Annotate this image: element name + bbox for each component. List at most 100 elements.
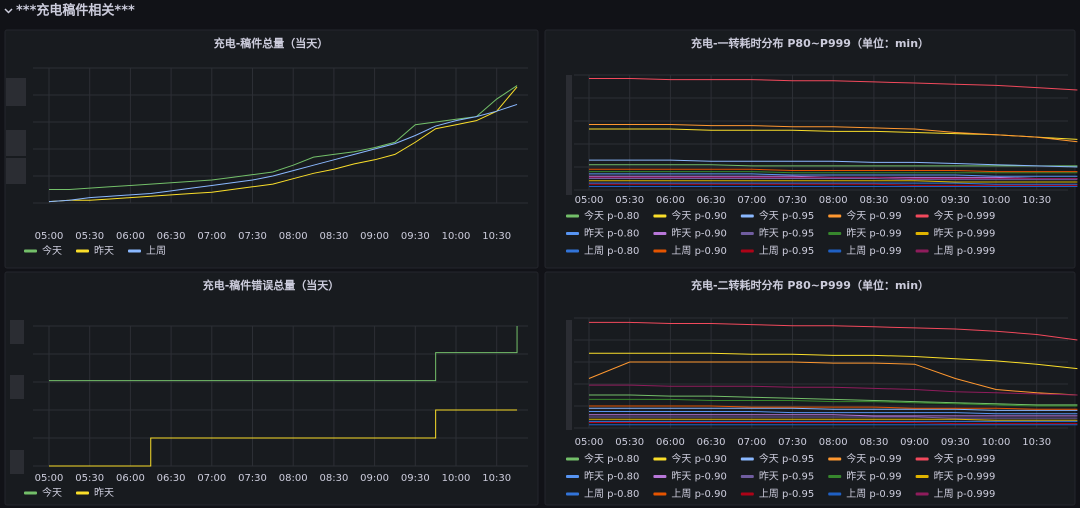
legend-swatch — [24, 249, 37, 253]
x-tick-label: 10:30 — [1022, 195, 1051, 206]
legend-swatch — [828, 249, 842, 253]
x-tick-label: 06:00 — [656, 437, 685, 448]
legend-label: 上周 p-0.90 — [671, 488, 726, 500]
legend-label: 今天 p-0.95 — [759, 452, 814, 465]
legend-label: 昨天 p-0.90 — [671, 471, 726, 483]
x-tick-label: 07:00 — [737, 195, 766, 206]
series-line — [589, 352, 1078, 370]
legend-swatch — [653, 457, 667, 461]
legend-label: 今天 p-0.80 — [584, 452, 639, 465]
legend-label: 上周 p-0.999 — [934, 245, 996, 257]
legend-swatch — [566, 457, 579, 461]
series-line — [589, 178, 1078, 181]
x-tick-label: 08:30 — [319, 231, 348, 242]
legend-swatch — [76, 249, 89, 253]
legend-swatch — [828, 492, 842, 496]
x-tick-label: 06:00 — [116, 231, 145, 242]
x-tick-label: 10:00 — [442, 231, 471, 242]
legend-label: 今天 p-0.90 — [671, 209, 726, 222]
x-tick-label: 09:30 — [941, 437, 970, 448]
series-line — [48, 86, 518, 203]
legend-label: 今天 p-0.80 — [584, 209, 639, 222]
legend-label: 昨天 p-0.999 — [934, 228, 996, 240]
legend-swatch — [828, 475, 842, 478]
legend-swatch — [915, 214, 929, 218]
x-tick-label: 09:30 — [941, 195, 970, 206]
x-tick-label: 08:30 — [859, 195, 888, 206]
series-line — [589, 422, 1078, 425]
legend-label: 上周 p-0.999 — [934, 488, 996, 500]
row-title[interactable]: ***充电稿件相关*** — [16, 3, 135, 19]
x-tick-label: 08:00 — [819, 437, 848, 448]
x-tick-label: 07:30 — [778, 195, 807, 206]
legend-label: 今天 p-0.999 — [934, 209, 996, 222]
x-tick-label: 06:00 — [116, 473, 145, 484]
legend-swatch — [915, 232, 929, 235]
x-tick-label: 10:00 — [442, 473, 471, 484]
legend-swatch — [740, 492, 754, 496]
series-line — [589, 384, 1078, 396]
legend-label: 今天 p-0.99 — [846, 452, 901, 465]
x-tick-label: 06:30 — [697, 437, 726, 448]
series-line — [589, 414, 1078, 417]
legend-swatch — [653, 475, 667, 478]
x-tick-label: 08:30 — [859, 437, 888, 448]
x-tick-label: 08:00 — [279, 231, 308, 242]
x-tick-label: 07:00 — [197, 473, 226, 484]
x-tick-label: 05:30 — [75, 231, 104, 242]
collapse-icon[interactable] — [4, 8, 13, 14]
series-line — [49, 326, 518, 382]
series-line — [589, 168, 1078, 173]
legend-label: 昨天 p-0.99 — [846, 228, 901, 240]
legend-label: 昨天 p-0.95 — [759, 228, 814, 240]
panel-title: 充电-稿件错误总量（当天） — [203, 278, 340, 292]
legend-swatch — [828, 457, 842, 461]
series-line — [589, 164, 1078, 167]
series-line — [589, 77, 1078, 91]
legend-label: 上周 — [146, 245, 166, 257]
legend-label: 今天 p-0.99 — [846, 209, 901, 222]
x-tick-label: 09:00 — [360, 473, 389, 484]
legend-label: 今天 p-0.999 — [934, 452, 996, 465]
legend-label: 昨天 p-0.90 — [671, 228, 726, 240]
legend-label: 昨天 p-0.999 — [934, 471, 996, 483]
blurred-axis — [6, 75, 572, 474]
x-tick-label: 10:30 — [482, 231, 511, 242]
legend-swatch — [566, 249, 579, 253]
series-line — [589, 171, 1078, 174]
x-tick-label: 10:00 — [982, 437, 1011, 448]
series-line — [589, 416, 1078, 419]
legend-swatch — [566, 232, 579, 235]
series-line — [588, 361, 1078, 396]
legend-label: 今天 p-0.90 — [671, 452, 726, 465]
x-tick-label: 06:30 — [157, 473, 186, 484]
series-line — [589, 183, 1078, 186]
legend-label: 上周 p-0.80 — [584, 488, 639, 500]
x-tick-label: 10:00 — [982, 195, 1011, 206]
panel-title: 充电-二转耗时分布 P80~P999（单位：min） — [691, 278, 929, 292]
legend-swatch — [828, 232, 842, 235]
legend-swatch — [76, 491, 89, 495]
x-tick-label: 07:30 — [238, 473, 267, 484]
x-tick-label: 10:30 — [482, 473, 511, 484]
x-tick-label: 05:00 — [575, 437, 604, 448]
panel-title: 充电-稿件总量（当天） — [214, 36, 329, 50]
legend-swatch — [566, 492, 579, 496]
x-tick-label: 08:00 — [819, 195, 848, 206]
legend-swatch — [24, 491, 37, 495]
x-tick-label: 09:00 — [900, 195, 929, 206]
legend-label: 昨天 — [94, 245, 114, 257]
series-line — [589, 182, 1078, 185]
legend-swatch — [653, 249, 667, 253]
x-tick-label: 07:30 — [238, 231, 267, 242]
x-tick-label: 10:30 — [1022, 437, 1051, 448]
series-line — [589, 173, 1078, 177]
legend-label: 上周 p-0.95 — [759, 245, 814, 257]
legend-swatch — [653, 214, 667, 218]
legend-label: 上周 p-0.99 — [846, 245, 901, 257]
legend-swatch — [653, 492, 667, 496]
x-tick-label: 09:30 — [401, 473, 430, 484]
x-tick-label: 05:00 — [35, 231, 64, 242]
x-tick-label: 07:00 — [737, 437, 766, 448]
